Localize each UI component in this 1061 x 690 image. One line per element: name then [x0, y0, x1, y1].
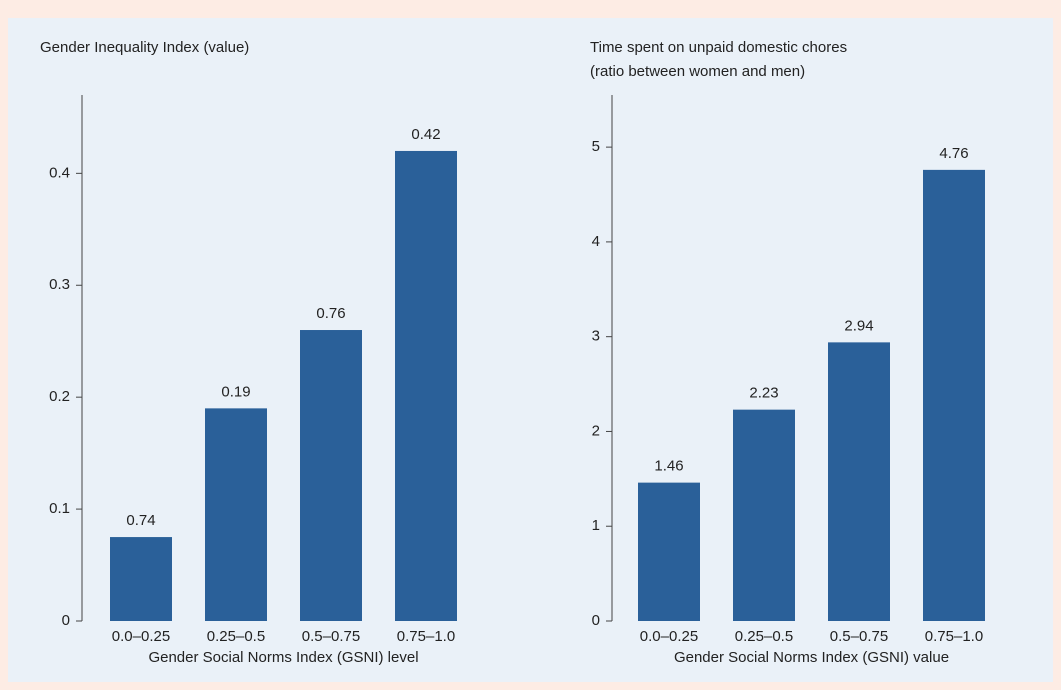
- y-tick-label: 0.1: [49, 500, 70, 517]
- data-label: 0.74: [126, 512, 155, 529]
- x-axis-label: Gender Social Norms Index (GSNI) value: [674, 649, 949, 666]
- bar: [205, 408, 267, 621]
- chart-title: Gender Inequality Index (value): [40, 39, 249, 56]
- y-tick-label: 5: [592, 138, 600, 155]
- y-tick-label: 4: [592, 233, 600, 250]
- data-label: 2.94: [844, 317, 873, 334]
- y-tick-label: 0.3: [49, 276, 70, 293]
- x-tick-label: 0.5–0.75: [302, 628, 360, 645]
- y-tick-label: 0.4: [49, 164, 70, 181]
- x-tick-label: 0.5–0.75: [830, 628, 888, 645]
- bar: [923, 169, 985, 621]
- data-label: 0.76: [316, 305, 345, 322]
- bar: [828, 342, 890, 621]
- x-tick-label: 0.75–1.0: [925, 628, 983, 645]
- y-tick-label: 0: [62, 612, 70, 629]
- bar: [638, 482, 700, 621]
- x-tick-label: 0.25–0.5: [735, 628, 793, 645]
- x-axis-label: Gender Social Norms Index (GSNI) level: [148, 649, 418, 666]
- data-label: 2.23: [749, 385, 778, 402]
- bar: [733, 409, 795, 621]
- bar: [110, 537, 172, 621]
- y-tick-label: 3: [592, 328, 600, 345]
- data-label: 1.46: [654, 458, 683, 475]
- y-tick-label: 1: [592, 517, 600, 534]
- bar: [395, 150, 457, 621]
- x-tick-label: 0.0–0.25: [640, 628, 698, 645]
- data-label: 0.42: [411, 126, 440, 143]
- y-tick-label: 2: [592, 422, 600, 439]
- y-tick-label: 0.2: [49, 388, 70, 405]
- chart-title: (ratio between women and men): [590, 63, 805, 80]
- data-label: 4.76: [939, 145, 968, 162]
- data-label: 0.19: [221, 383, 250, 400]
- chart-title: Time spent on unpaid domestic chores: [590, 39, 847, 56]
- x-tick-label: 0.0–0.25: [112, 628, 170, 645]
- x-tick-label: 0.25–0.5: [207, 628, 265, 645]
- x-tick-label: 0.75–1.0: [397, 628, 455, 645]
- y-tick-label: 0: [592, 612, 600, 629]
- bar: [300, 330, 362, 621]
